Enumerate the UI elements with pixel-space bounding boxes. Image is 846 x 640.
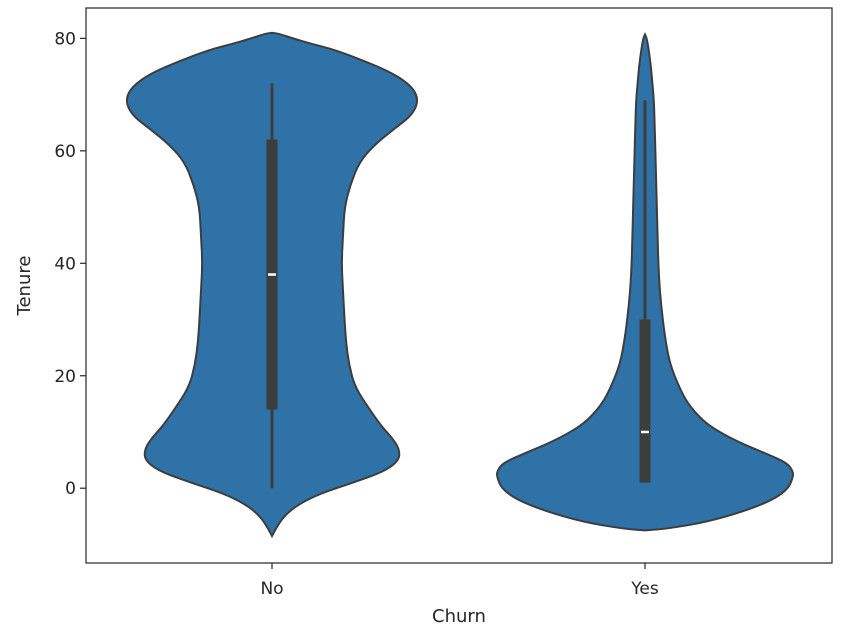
y-axis: 0 20 40 60 80 xyxy=(54,29,86,499)
y-tick-label: 80 xyxy=(54,29,76,49)
iqr-box-yes xyxy=(639,319,651,483)
y-tick-label: 60 xyxy=(54,142,76,162)
violin-layer xyxy=(125,31,795,539)
y-tick-label: 0 xyxy=(65,479,76,499)
y-tick-label: 40 xyxy=(54,254,76,274)
plot-frame xyxy=(85,7,833,564)
x-axis: No Yes xyxy=(260,563,659,599)
y-tick-label: 20 xyxy=(54,367,76,387)
x-axis-title: Churn xyxy=(432,606,486,627)
x-tick-label-yes: Yes xyxy=(630,579,659,599)
x-tick-label-no: No xyxy=(260,579,283,599)
y-axis-title: Tenure xyxy=(14,256,35,317)
